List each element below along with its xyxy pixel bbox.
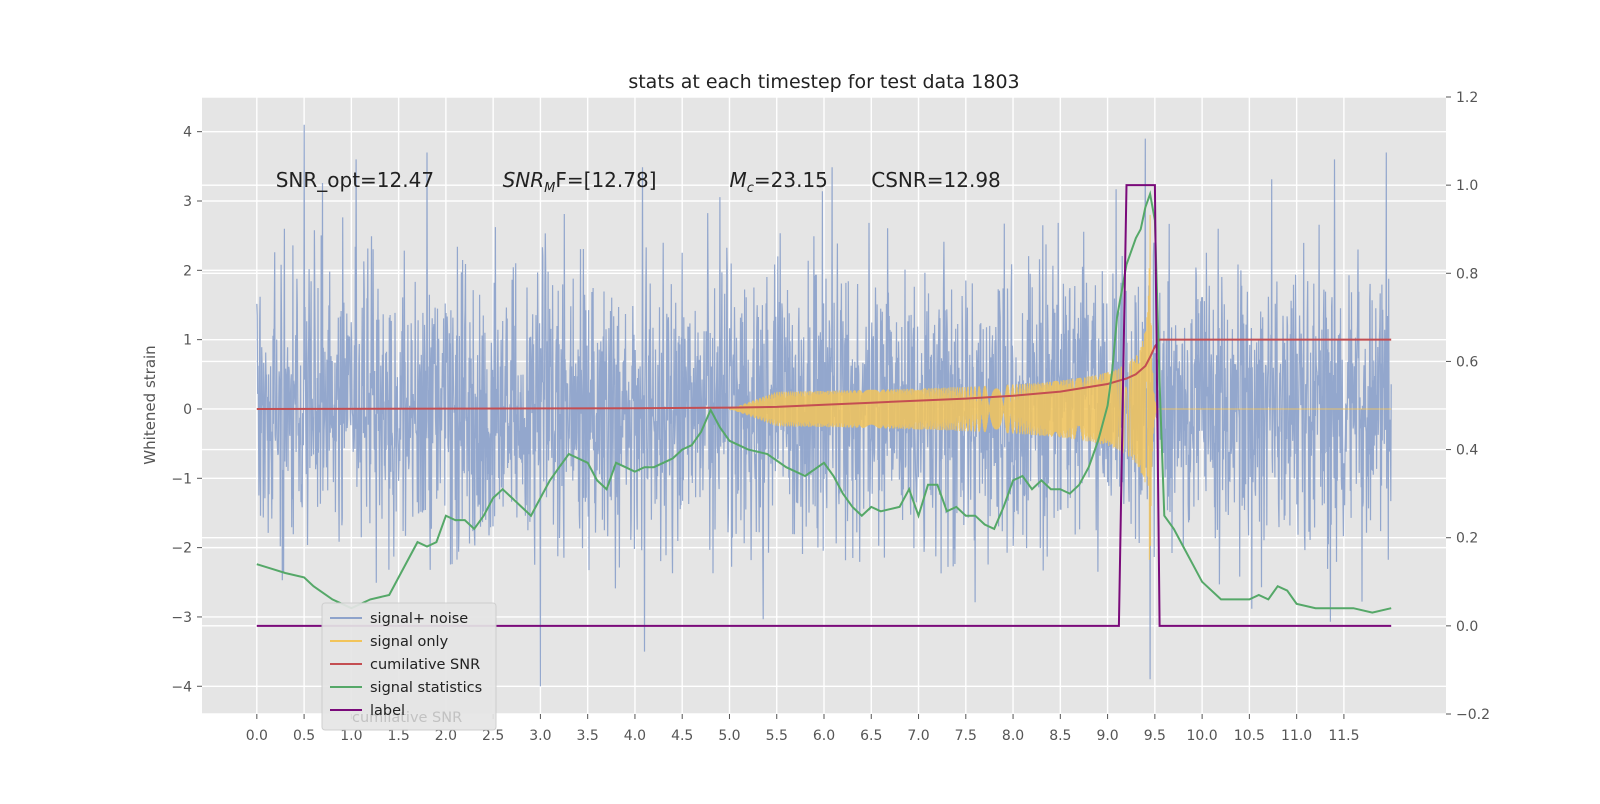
series-layer bbox=[256, 124, 1392, 687]
left-tick-label: −3 bbox=[171, 610, 192, 626]
x-tick-label: 1.0 bbox=[340, 728, 362, 744]
right-tick-label: 1.0 bbox=[1456, 178, 1478, 194]
x-tick-label: 3.5 bbox=[577, 728, 599, 744]
right-tick-label: −0.2 bbox=[1456, 707, 1490, 723]
series-signal-statistics-line bbox=[256, 190, 1392, 614]
x-tick-label: 5.0 bbox=[718, 728, 740, 744]
legend-label: signal statistics bbox=[370, 680, 482, 696]
x-tick-label: 4.5 bbox=[671, 728, 693, 744]
left-axis-label: Whitened strain bbox=[141, 345, 159, 464]
legend-label: signal+ noise bbox=[370, 611, 468, 627]
left-tick-label: 4 bbox=[183, 125, 192, 141]
right-tick-label: 0.0 bbox=[1456, 619, 1478, 635]
left-tick-label: 3 bbox=[183, 194, 192, 210]
left-tick-label: −4 bbox=[171, 679, 192, 695]
legend-label: cumilative SNR bbox=[370, 657, 480, 673]
x-tick-label: 2.0 bbox=[435, 728, 457, 744]
x-axis-ticks: 0.0 0.5 1.0 1.5 2.0 2.5 3.0 3.5 4.0 4.5 5.0 5.5 6.0 6… bbox=[246, 714, 1359, 744]
legend-label: label bbox=[370, 703, 405, 719]
left-tick-label: −2 bbox=[171, 541, 192, 557]
legend: cumilative SNR signal+ noise signal only cu… bbox=[321, 602, 497, 731]
legend-label: signal only bbox=[370, 634, 449, 650]
series-cumilative-snr-line bbox=[256, 338, 1392, 410]
legend-box bbox=[321, 602, 497, 731]
right-axis-ticks: −0.2 0.0 0.2 0.4 0.6 0.8 1.0 1.2 bbox=[1446, 90, 1490, 723]
x-tick-label: 7.5 bbox=[955, 728, 977, 744]
right-tick-label: 0.2 bbox=[1456, 531, 1478, 547]
x-tick-label: 10.5 bbox=[1234, 728, 1265, 744]
x-tick-label: 7.0 bbox=[907, 728, 929, 744]
annotation-text: Mc=23.15 bbox=[729, 168, 827, 196]
annotations: SNR_opt=12.47 SNRMF=[12.78] Mc=23.15 CSNR=1… bbox=[276, 168, 1001, 196]
annotation-text: CSNR=12.98 bbox=[871, 168, 1001, 192]
x-tick-label: 9.5 bbox=[1144, 728, 1166, 744]
x-tick-label: 5.5 bbox=[766, 728, 788, 744]
x-tick-label: 0.5 bbox=[293, 728, 315, 744]
left-axis-ticks: −4 −3 −2 −1 0 1 2 3 4 bbox=[171, 125, 202, 695]
x-tick-label: 11.5 bbox=[1328, 728, 1359, 744]
x-tick-label: 3.0 bbox=[529, 728, 551, 744]
left-tick-label: 0 bbox=[183, 402, 192, 418]
right-tick-label: 0.6 bbox=[1456, 354, 1478, 370]
series-label-line bbox=[256, 184, 1392, 627]
x-tick-label: 11.0 bbox=[1281, 728, 1312, 744]
legend-ghost-text: cumilative SNR bbox=[352, 710, 462, 726]
right-tick-label: 1.2 bbox=[1456, 90, 1478, 106]
x-tick-label: 1.5 bbox=[387, 728, 409, 744]
x-tick-label: 4.0 bbox=[624, 728, 646, 744]
left-tick-label: −1 bbox=[171, 471, 192, 487]
x-tick-label: 8.0 bbox=[1002, 728, 1024, 744]
x-tick-label: 9.0 bbox=[1096, 728, 1118, 744]
x-tick-label: 8.5 bbox=[1049, 728, 1071, 744]
x-tick-label: 6.0 bbox=[813, 728, 835, 744]
series-signal-noise-line bbox=[256, 124, 1392, 687]
x-tick-label: 2.5 bbox=[482, 728, 504, 744]
left-tick-label: 2 bbox=[183, 263, 192, 279]
x-tick-label: 6.5 bbox=[860, 728, 882, 744]
left-tick-label: 1 bbox=[183, 333, 192, 349]
x-tick-label: 10.0 bbox=[1187, 728, 1218, 744]
chart-title: stats at each timestep for test data 180… bbox=[628, 71, 1019, 93]
right-tick-label: 0.4 bbox=[1456, 443, 1478, 459]
x-tick-label: 0.0 bbox=[246, 728, 268, 744]
right-tick-label: 0.8 bbox=[1456, 266, 1478, 282]
annotation-text: SNR_opt=12.47 bbox=[276, 168, 434, 192]
annotation-text: SNRMF=[12.78] bbox=[503, 168, 657, 196]
